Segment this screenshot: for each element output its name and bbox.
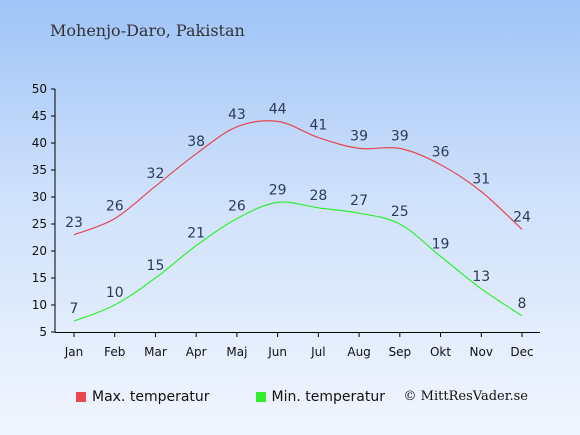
data-label-max: 39 — [350, 128, 368, 144]
x-tick-label: Apr — [186, 345, 207, 359]
series-line-max — [73, 120, 523, 236]
x-tick-label: Okt — [430, 345, 451, 359]
y-tick-label: 50 — [32, 82, 47, 96]
y-tick-label: 15 — [32, 271, 47, 285]
legend-swatch-min — [255, 392, 266, 402]
y-tick-label: 20 — [32, 244, 47, 258]
x-tick-label: Sep — [389, 345, 412, 359]
x-tick-label: Nov — [470, 345, 493, 359]
data-label-min: 27 — [350, 193, 368, 209]
data-label-min: 19 — [432, 236, 450, 252]
data-label-min: 13 — [472, 269, 490, 285]
x-tick-label: Feb — [104, 345, 125, 359]
data-label-max: 41 — [309, 118, 327, 134]
y-tick-label: 5 — [39, 325, 47, 339]
data-label-max: 24 — [513, 209, 531, 225]
x-tick-label: Dec — [510, 345, 533, 359]
data-label-min: 7 — [70, 301, 79, 317]
data-label-min: 29 — [269, 182, 287, 198]
y-tick-label: 30 — [32, 190, 47, 204]
x-tick-label: Maj — [226, 345, 247, 359]
y-tick-label: 40 — [32, 136, 47, 150]
data-label-min: 10 — [106, 285, 124, 301]
x-tick-label: Jul — [310, 345, 325, 359]
data-label-max: 44 — [269, 101, 287, 117]
legend-label-min: Min. temperatur — [271, 389, 385, 405]
x-tick-label: Aug — [347, 345, 370, 359]
x-tick-label: Jun — [267, 345, 287, 359]
source-credit: © MittResVader.se — [403, 389, 528, 404]
data-label-max: 39 — [391, 128, 409, 144]
data-label-min: 8 — [518, 296, 527, 312]
data-label-max: 38 — [187, 134, 205, 150]
y-tick-label: 10 — [32, 298, 47, 312]
data-label-min: 21 — [187, 226, 205, 242]
data-label-min: 15 — [147, 258, 165, 274]
legend-item-max: Max. temperatur — [76, 389, 210, 405]
y-tick-label: 25 — [32, 217, 47, 231]
data-label-max: 36 — [432, 145, 450, 161]
chart-title: Mohenjo-Daro, Pakistan — [50, 21, 245, 40]
x-tick-label: Mar — [144, 345, 167, 359]
legend-item-min: Min. temperatur — [255, 389, 385, 405]
y-tick-label: 35 — [32, 163, 47, 177]
legend-label-max: Max. temperatur — [92, 389, 210, 405]
data-label-max: 23 — [65, 215, 83, 231]
data-label-min: 28 — [309, 188, 327, 204]
data-label-max: 31 — [472, 172, 490, 188]
series-line-min — [73, 201, 523, 322]
legend-swatch-max — [76, 392, 86, 402]
data-label-min: 26 — [228, 199, 246, 215]
data-label-max: 43 — [228, 107, 246, 123]
y-tick-label: 45 — [32, 109, 47, 123]
data-label-max: 26 — [106, 199, 124, 215]
x-tick-label: Jan — [64, 345, 84, 359]
data-label-max: 32 — [147, 166, 165, 182]
legend: Max. temperatur Min. temperatur — [76, 389, 431, 405]
data-label-min: 25 — [391, 204, 409, 220]
